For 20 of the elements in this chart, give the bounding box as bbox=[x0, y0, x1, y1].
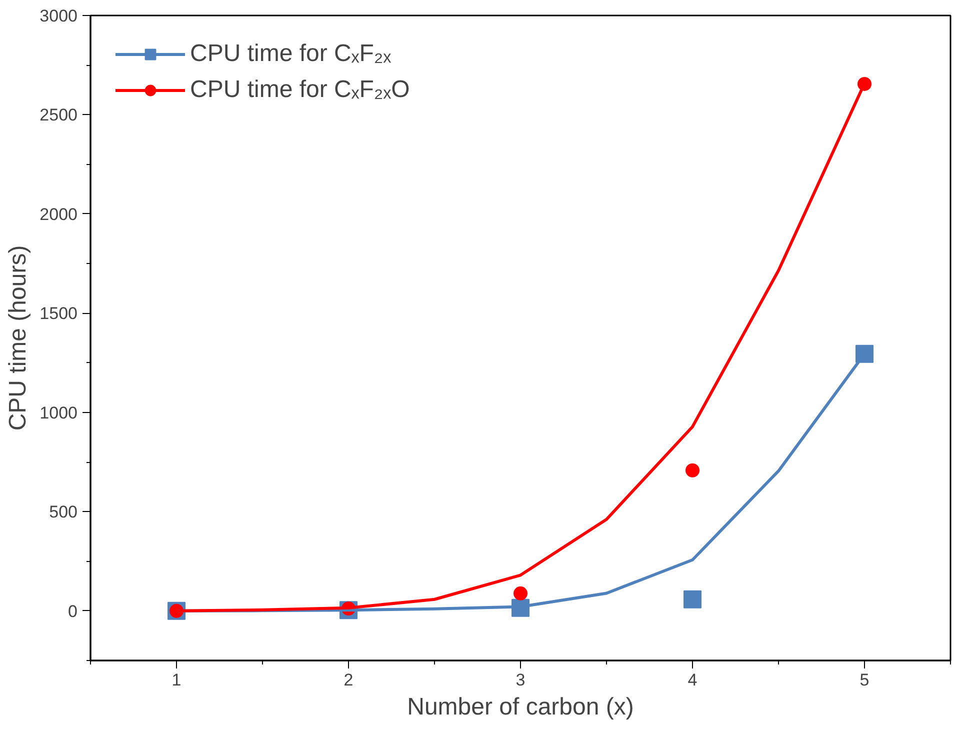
y-tick-label: 3000 bbox=[40, 6, 78, 26]
point bbox=[856, 344, 874, 363]
legend-label: CPU time for CₓF₂ₓO bbox=[190, 76, 410, 104]
x-tick-label: 2 bbox=[344, 670, 354, 690]
point bbox=[514, 586, 528, 600]
y-tick-label: 1500 bbox=[40, 304, 78, 324]
x-axis-title: Number of carbon (x) bbox=[407, 694, 634, 720]
point bbox=[684, 590, 702, 608]
x-tick-label: 4 bbox=[688, 670, 698, 690]
y-tick-label: 2500 bbox=[40, 106, 78, 125]
y-tick-label: 2000 bbox=[40, 204, 78, 224]
x-tick-label: 5 bbox=[860, 670, 870, 690]
y-tick-label: 500 bbox=[49, 502, 78, 522]
point bbox=[686, 463, 700, 478]
y-axis-title: CPU time (hours) bbox=[4, 245, 32, 431]
y-tick-label: 1000 bbox=[40, 403, 78, 422]
x-tick-label: 3 bbox=[516, 670, 526, 690]
legend-label: CPU time for CₓF₂ₓ bbox=[190, 40, 392, 68]
y-tick-label: 0 bbox=[68, 602, 78, 621]
x-tick-label: 1 bbox=[172, 670, 182, 690]
